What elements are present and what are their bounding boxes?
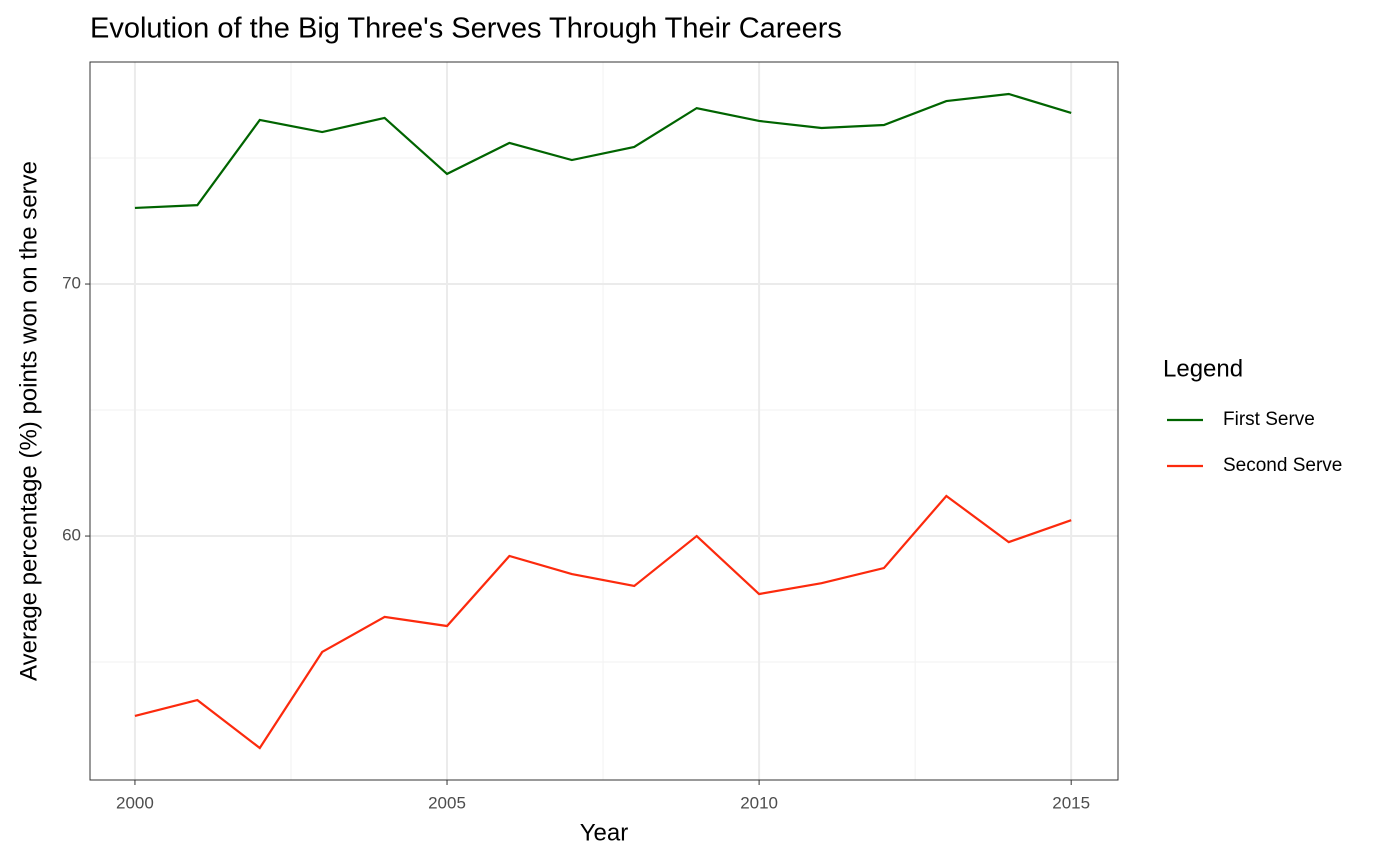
x-tick-label: 2015 [1052,793,1090,812]
x-tick-label: 2000 [116,793,154,812]
series-line [134,92,1072,210]
y-axis-label: Average percentage (%) points won on the… [15,161,42,681]
chart-title: Evolution of the Big Three's Serves Thro… [90,13,842,45]
x-tick-label: 2010 [740,793,778,812]
legend-label: Second Serve [1223,455,1342,476]
legend-label: First Serve [1223,409,1315,430]
series-line [134,494,1072,750]
y-tick-label: 70 [62,274,81,293]
plot-border [89,61,1119,781]
x-tick-label: 2005 [428,793,466,812]
y-tick-label: 60 [62,526,81,545]
x-axis-label: Year [580,819,629,846]
legend-title: Legend [1163,355,1243,382]
